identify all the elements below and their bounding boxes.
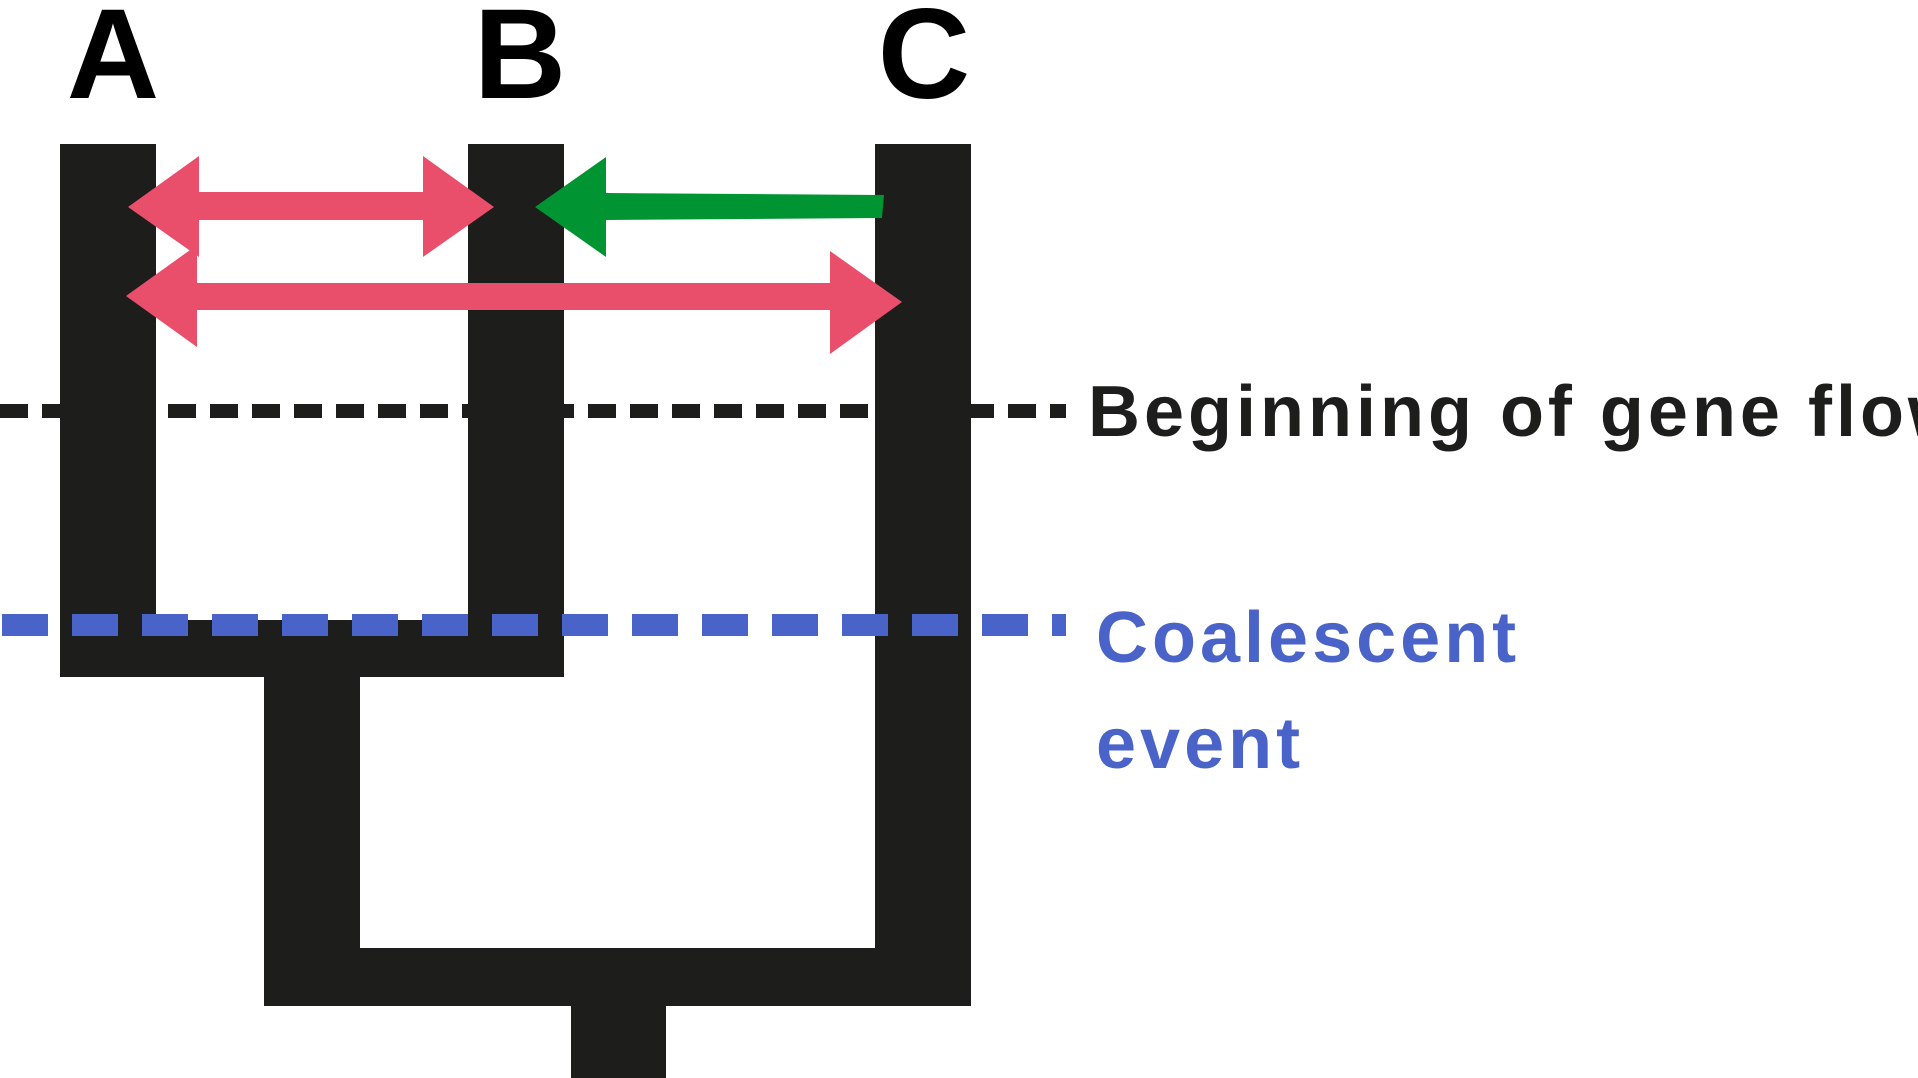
branch-root bbox=[571, 1000, 666, 1078]
bidirectional-arrow-a-c bbox=[126, 245, 902, 354]
branch-root-join bbox=[264, 948, 971, 1006]
taxon-label-a: A bbox=[67, 0, 159, 126]
gene-flow-start-label: Beginning of gene flow bbox=[1088, 372, 1918, 452]
branch-c bbox=[875, 144, 971, 1006]
branch-ab-ancestor bbox=[264, 620, 360, 1005]
coalescent-event-label-line2: event bbox=[1096, 704, 1304, 784]
taxon-label-c: C bbox=[878, 0, 970, 126]
bidirectional-arrow-a-b bbox=[128, 156, 494, 257]
coalescent-event-label-line1: Coalescent bbox=[1096, 598, 1520, 678]
taxon-label-b: B bbox=[474, 0, 566, 126]
unidirectional-arrow-c-to-b bbox=[535, 157, 884, 257]
